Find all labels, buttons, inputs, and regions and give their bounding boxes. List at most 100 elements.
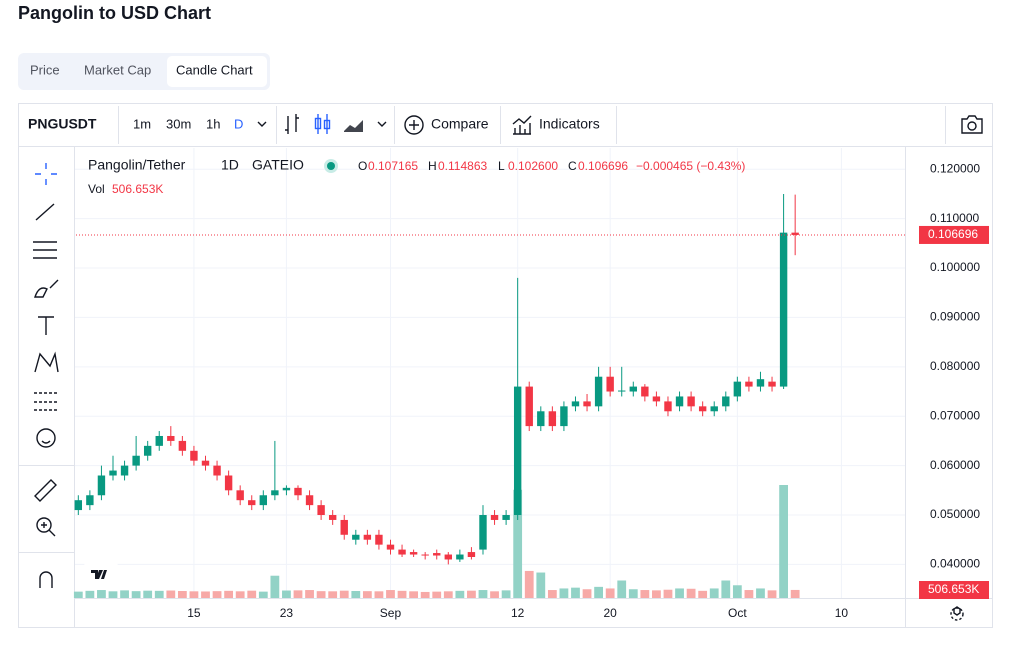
candle-body bbox=[340, 519, 348, 535]
volume-bar bbox=[120, 590, 129, 598]
candle-icon-body bbox=[323, 119, 331, 130]
candle-body bbox=[687, 396, 695, 407]
candle-body bbox=[271, 490, 279, 496]
candle-body bbox=[594, 376, 603, 407]
candle-body bbox=[652, 396, 661, 402]
volume-bar bbox=[663, 589, 673, 598]
candle-body bbox=[317, 505, 325, 516]
x-tick-label: 10 bbox=[835, 606, 849, 620]
camera-icon[interactable] bbox=[961, 115, 983, 134]
indicators-button[interactable]: Indicators bbox=[539, 116, 600, 132]
volume-bar bbox=[189, 591, 199, 598]
volume-bar bbox=[305, 590, 314, 598]
legend-change: −0.000465 (−0.43%) bbox=[636, 159, 745, 173]
legend-value: 0.107165 bbox=[368, 159, 418, 173]
volume-bar bbox=[131, 591, 141, 598]
crosshair-tool[interactable] bbox=[35, 163, 57, 185]
volume-bar bbox=[675, 588, 684, 598]
volume-bar bbox=[698, 590, 708, 598]
candle-body bbox=[86, 495, 94, 506]
volume-bar bbox=[432, 591, 442, 598]
last-price-label: 0.106696 bbox=[928, 227, 978, 241]
candle-body bbox=[375, 534, 383, 545]
volume-bar bbox=[571, 587, 580, 598]
candle-body bbox=[120, 465, 129, 476]
magnet-tool[interactable] bbox=[39, 571, 53, 588]
trendline-tool[interactable] bbox=[35, 203, 55, 221]
volume-bar bbox=[201, 591, 210, 598]
zoom-tool[interactable] bbox=[36, 517, 52, 533]
candle-body bbox=[571, 401, 580, 407]
tab[interactable]: Price bbox=[30, 62, 60, 77]
indicators-icon[interactable] bbox=[512, 115, 532, 135]
legend-key: O bbox=[358, 159, 367, 173]
volume-bar bbox=[270, 575, 280, 598]
y-tick-label: 0.120000 bbox=[930, 161, 980, 175]
volume-bar bbox=[85, 590, 95, 598]
interval[interactable]: 1h bbox=[206, 116, 220, 131]
bars-icon[interactable] bbox=[285, 114, 299, 134]
y-tick-label: 0.110000 bbox=[930, 211, 979, 225]
brush-tool[interactable] bbox=[34, 279, 59, 298]
tab[interactable]: Candle Chart bbox=[176, 62, 253, 77]
compare-icon[interactable] bbox=[404, 115, 424, 135]
candle-body bbox=[294, 487, 302, 496]
fib-tool[interactable] bbox=[33, 241, 57, 259]
volume-bar bbox=[501, 590, 511, 598]
pattern-tool[interactable] bbox=[34, 351, 59, 373]
emoji-smile bbox=[41, 440, 51, 444]
volume-bar bbox=[536, 572, 546, 598]
candle-body bbox=[513, 386, 522, 516]
candle-body bbox=[167, 435, 175, 441]
volume-bar bbox=[756, 588, 765, 598]
volume-bar bbox=[339, 590, 349, 598]
legend-exchange: GATEIO bbox=[252, 157, 304, 173]
ruler-tool[interactable] bbox=[34, 479, 57, 502]
tab[interactable]: Market Cap bbox=[84, 62, 151, 77]
tab-active-bg bbox=[167, 56, 267, 87]
candle-body bbox=[178, 440, 187, 451]
candle-body bbox=[74, 500, 83, 511]
volume-bar bbox=[166, 590, 176, 598]
text-tool[interactable] bbox=[38, 316, 54, 335]
candle-body bbox=[583, 401, 591, 407]
y-tick-label: 0.090000 bbox=[930, 310, 980, 324]
volume-bar bbox=[328, 591, 338, 598]
settings-gear[interactable] bbox=[950, 607, 964, 621]
emoji-tool[interactable] bbox=[36, 428, 56, 448]
volume-bar bbox=[478, 590, 488, 598]
candle-body bbox=[756, 379, 765, 387]
volume-bar bbox=[617, 580, 627, 598]
candle-body bbox=[201, 460, 210, 466]
volume-bar bbox=[293, 590, 303, 598]
candle-icon[interactable] bbox=[317, 114, 328, 134]
interval[interactable]: D bbox=[234, 116, 243, 131]
prediction-tool[interactable] bbox=[34, 392, 58, 411]
candle-body bbox=[248, 500, 256, 506]
candle-body bbox=[259, 495, 268, 506]
chevron[interactable] bbox=[377, 121, 387, 127]
chevron[interactable] bbox=[257, 121, 267, 127]
symbol[interactable]: PNGUSDT bbox=[28, 116, 97, 132]
volume-bar bbox=[455, 590, 465, 598]
interval[interactable]: 30m bbox=[166, 116, 191, 131]
volume-bar bbox=[258, 591, 268, 598]
x-tick-label: Oct bbox=[728, 606, 747, 620]
candle-body bbox=[548, 411, 557, 427]
page-title: Pangolin to USD Chart bbox=[18, 3, 211, 23]
candle-body bbox=[560, 406, 568, 427]
candle-body bbox=[664, 401, 672, 412]
area-icon[interactable] bbox=[344, 120, 363, 132]
candle-body bbox=[236, 490, 244, 501]
candle-body bbox=[190, 450, 198, 461]
candle-body bbox=[444, 554, 452, 560]
candle-body bbox=[525, 386, 533, 427]
volume-bar bbox=[362, 591, 372, 598]
camera-lens bbox=[967, 121, 977, 131]
volume-bar bbox=[640, 590, 650, 598]
candle-body bbox=[433, 553, 441, 556]
volume-bar bbox=[709, 588, 719, 598]
volume-bar bbox=[177, 590, 187, 598]
interval[interactable]: 1m bbox=[133, 116, 151, 131]
compare-button[interactable]: Compare bbox=[431, 116, 489, 132]
